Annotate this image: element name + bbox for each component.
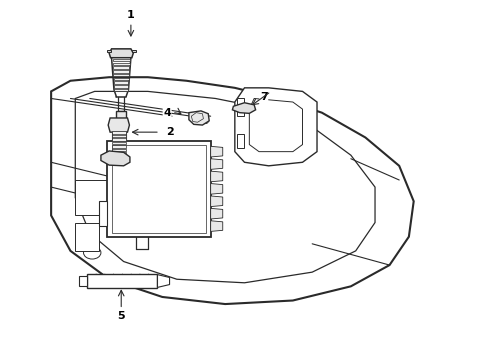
Polygon shape — [237, 134, 244, 148]
Polygon shape — [132, 50, 136, 53]
Text: 3: 3 — [117, 188, 125, 197]
Polygon shape — [188, 111, 209, 125]
Polygon shape — [237, 99, 244, 116]
Polygon shape — [210, 196, 223, 207]
Text: 1: 1 — [127, 10, 135, 20]
Polygon shape — [113, 66, 129, 69]
Circle shape — [83, 246, 101, 259]
Polygon shape — [111, 138, 126, 141]
Polygon shape — [113, 74, 129, 76]
Polygon shape — [210, 171, 223, 182]
Polygon shape — [114, 78, 128, 80]
Text: 6: 6 — [158, 159, 166, 169]
Polygon shape — [106, 50, 110, 53]
Polygon shape — [75, 222, 99, 251]
Polygon shape — [87, 274, 157, 288]
Circle shape — [202, 120, 208, 123]
Bar — [106, 141, 210, 237]
Polygon shape — [79, 276, 87, 286]
Polygon shape — [210, 146, 223, 157]
Polygon shape — [111, 145, 126, 148]
Polygon shape — [101, 151, 130, 166]
Polygon shape — [75, 180, 109, 215]
Polygon shape — [157, 275, 169, 287]
Text: 5: 5 — [117, 311, 125, 321]
Polygon shape — [232, 103, 255, 113]
Polygon shape — [116, 111, 126, 119]
Polygon shape — [51, 77, 413, 304]
Polygon shape — [111, 135, 126, 137]
Polygon shape — [210, 159, 223, 169]
Polygon shape — [109, 49, 133, 58]
Text: 4: 4 — [163, 108, 171, 118]
Text: 2: 2 — [165, 127, 173, 137]
Circle shape — [159, 278, 167, 284]
Polygon shape — [99, 201, 106, 226]
Polygon shape — [114, 85, 128, 87]
Circle shape — [242, 106, 249, 111]
Bar — [111, 145, 205, 233]
Text: 7: 7 — [260, 92, 267, 102]
Polygon shape — [113, 63, 129, 65]
Polygon shape — [112, 59, 130, 61]
Polygon shape — [210, 184, 223, 194]
Polygon shape — [234, 88, 316, 166]
Polygon shape — [108, 118, 129, 132]
Polygon shape — [111, 131, 126, 134]
Polygon shape — [114, 89, 128, 91]
Polygon shape — [210, 221, 223, 231]
Polygon shape — [111, 142, 126, 144]
Polygon shape — [210, 208, 223, 219]
Polygon shape — [113, 70, 129, 73]
Polygon shape — [111, 152, 126, 155]
Polygon shape — [111, 149, 126, 151]
Polygon shape — [114, 81, 128, 84]
